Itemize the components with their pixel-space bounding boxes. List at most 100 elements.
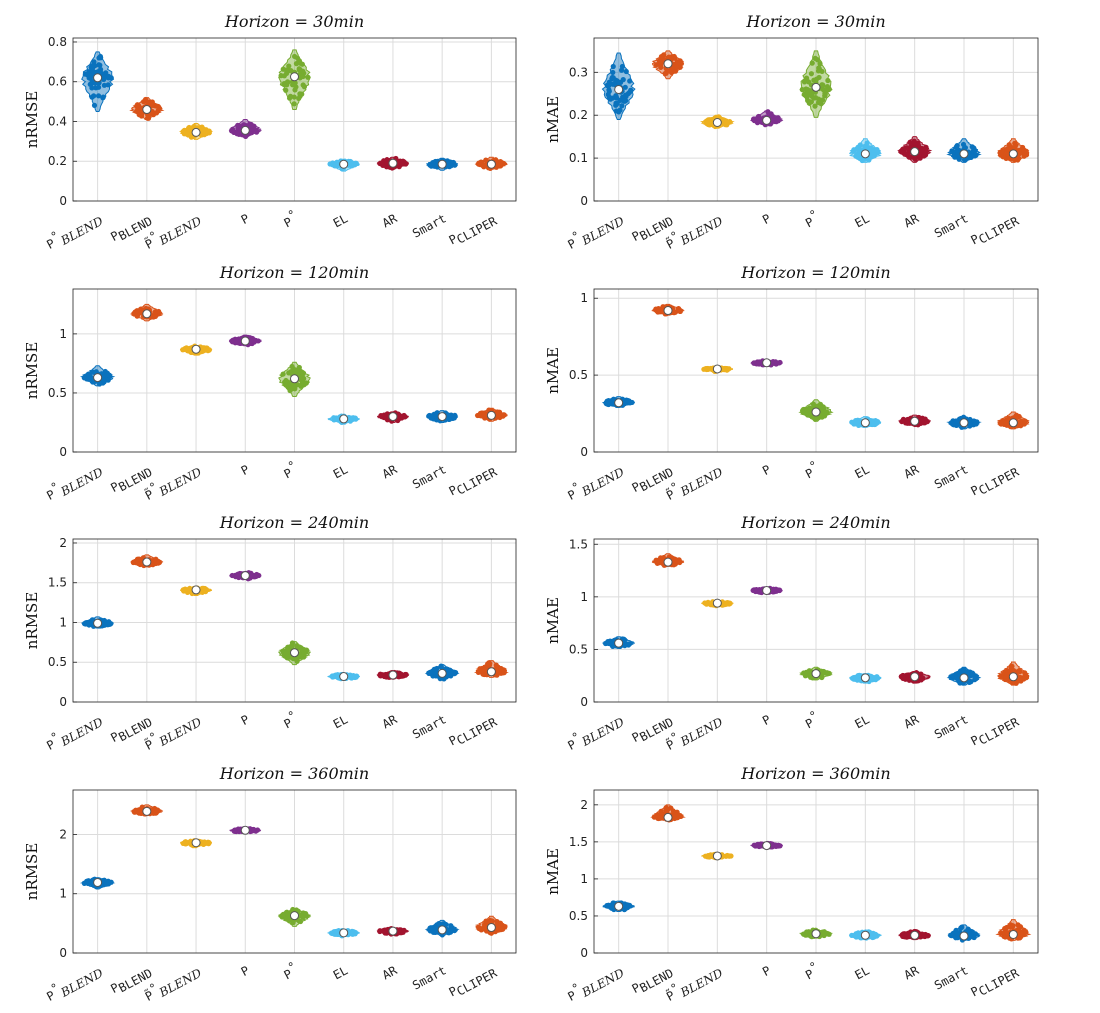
- data-point: [152, 309, 158, 315]
- data-point: [180, 347, 186, 353]
- median-marker: [762, 841, 772, 851]
- x-tick-label: AR: [380, 712, 400, 732]
- data-point: [819, 82, 825, 88]
- data-point: [298, 383, 304, 389]
- data-point: [283, 377, 289, 384]
- data-point: [757, 589, 763, 595]
- median-marker: [142, 557, 152, 567]
- x-tick-label: PCLIPER: [447, 211, 500, 250]
- violin-2: [701, 851, 734, 861]
- data-point: [965, 926, 971, 932]
- data-point: [182, 129, 188, 136]
- data-point: [278, 73, 284, 79]
- data-point: [250, 826, 257, 833]
- violin-2: [179, 343, 213, 356]
- violin-7: [424, 919, 460, 938]
- y-tick-label: 1: [59, 327, 67, 341]
- data-point: [708, 852, 714, 858]
- violin-0: [79, 365, 116, 387]
- data-point: [400, 158, 406, 164]
- data-point: [814, 57, 821, 63]
- data-point: [801, 79, 808, 85]
- median-marker: [663, 557, 673, 567]
- data-point: [152, 807, 159, 813]
- data-point: [629, 399, 635, 406]
- violin-5: [849, 138, 882, 164]
- y-tick-label: 0.6: [48, 75, 67, 89]
- data-point: [249, 123, 255, 129]
- data-point: [652, 814, 659, 820]
- data-point: [1002, 934, 1008, 940]
- data-point: [252, 574, 258, 580]
- violin-5: [849, 416, 882, 428]
- median-marker: [811, 407, 821, 417]
- data-point: [452, 412, 458, 418]
- data-point: [95, 84, 102, 90]
- data-point: [88, 879, 94, 885]
- data-point: [622, 84, 628, 90]
- data-point: [297, 918, 304, 925]
- data-point: [185, 348, 191, 354]
- violin-8: [995, 919, 1032, 942]
- median-marker: [93, 618, 103, 628]
- data-point: [448, 923, 454, 929]
- data-point: [1015, 157, 1021, 163]
- data-point: [101, 379, 107, 385]
- median-marker: [762, 115, 772, 125]
- x-tick-label: P: [239, 712, 252, 728]
- violin-0: [602, 636, 635, 650]
- y-tick-label: 0.5: [569, 642, 588, 656]
- x-tick-label: AR: [902, 712, 922, 732]
- data-point: [817, 98, 823, 104]
- median-marker: [290, 648, 299, 658]
- violin-2: [701, 598, 734, 609]
- data-point: [822, 410, 828, 416]
- median-marker: [712, 851, 722, 861]
- x-tick-label: P°BLEND: [42, 458, 106, 506]
- median-marker: [437, 668, 447, 678]
- data-point: [806, 411, 812, 417]
- data-point: [398, 671, 404, 677]
- data-point: [898, 149, 905, 155]
- median-marker: [959, 418, 969, 428]
- x-tick-label: AR: [380, 462, 400, 482]
- median-marker: [290, 911, 299, 921]
- median-marker: [910, 147, 920, 157]
- data-point: [284, 79, 291, 85]
- violin-1: [130, 554, 164, 569]
- x-tick-label: EL: [331, 462, 350, 481]
- data-point: [136, 809, 142, 815]
- data-point: [300, 73, 306, 80]
- x-tick-label: P°: [801, 708, 823, 732]
- data-point: [499, 926, 505, 932]
- data-point: [675, 306, 681, 312]
- panel-title: Horizon = 120min: [219, 263, 369, 282]
- data-point: [447, 667, 453, 673]
- median-marker: [191, 344, 201, 354]
- violin-3: [750, 585, 783, 596]
- median-marker: [388, 670, 398, 680]
- data-point: [134, 102, 141, 108]
- violin-4: [277, 906, 312, 927]
- data-point: [430, 160, 436, 166]
- data-point: [384, 158, 390, 164]
- violin-2: [701, 364, 734, 375]
- y-tick-label: 0: [59, 946, 67, 960]
- data-point: [330, 674, 336, 680]
- x-tick-label: PCLIPER: [968, 963, 1021, 1002]
- data-point: [1016, 668, 1022, 674]
- data-point: [723, 601, 729, 607]
- data-point: [434, 417, 440, 423]
- data-point: [297, 60, 303, 66]
- axes-frame: [72, 538, 517, 703]
- y-axis-label: nMAE: [544, 96, 562, 143]
- data-point: [1009, 924, 1015, 930]
- violin-4: [278, 49, 311, 111]
- median-marker: [614, 901, 624, 911]
- median-marker: [860, 673, 870, 683]
- data-point: [1004, 146, 1011, 152]
- y-tick-label: 1.5: [569, 537, 588, 551]
- data-point: [97, 62, 103, 68]
